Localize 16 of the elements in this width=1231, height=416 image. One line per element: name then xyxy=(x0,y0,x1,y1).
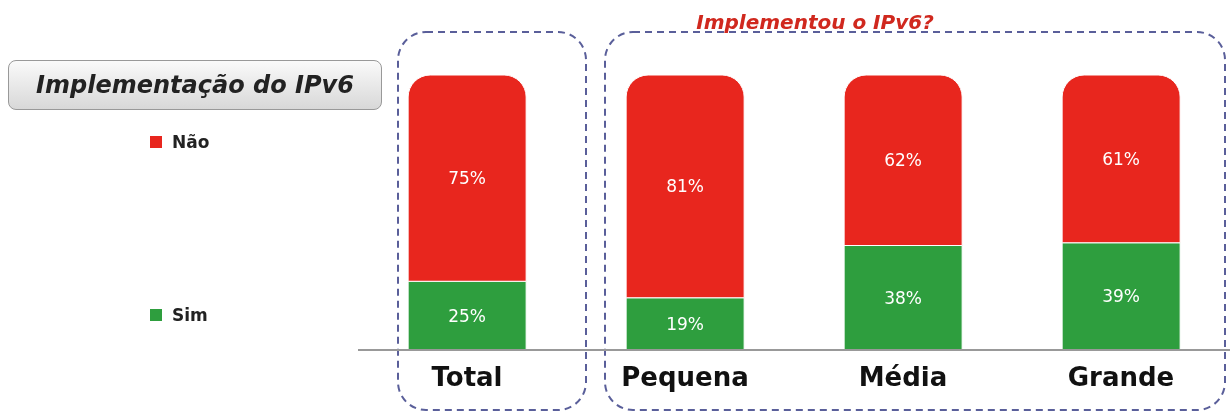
data-label: 62% xyxy=(884,150,923,171)
data-label: 81% xyxy=(666,176,705,197)
data-label: 25% xyxy=(448,305,487,326)
legend-label: Não xyxy=(172,132,210,152)
data-label: 39% xyxy=(1102,286,1141,307)
data-label: 19% xyxy=(666,313,705,334)
x-tick-label: Pequena xyxy=(621,362,749,393)
x-tick-label: Total xyxy=(431,362,503,393)
legend-label: Sim xyxy=(172,305,208,325)
data-label: 38% xyxy=(884,287,923,308)
data-label: 61% xyxy=(1102,148,1141,169)
data-label: 75% xyxy=(448,168,487,189)
text: Implementou o IPv6? xyxy=(695,10,935,34)
x-tick-label: Média xyxy=(858,362,948,393)
x-tick-label: Grande xyxy=(1067,362,1175,393)
chart-title: Implementação do IPv6 xyxy=(8,60,382,110)
